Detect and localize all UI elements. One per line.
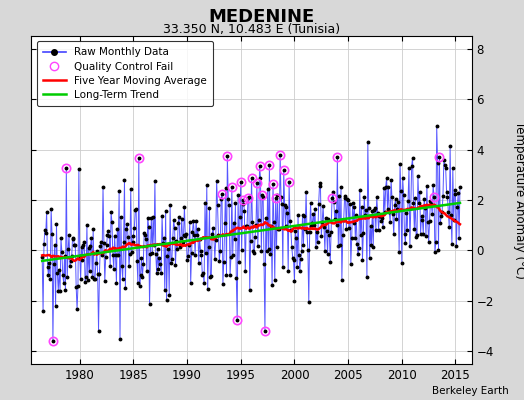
Legend: Raw Monthly Data, Quality Control Fail, Five Year Moving Average, Long-Term Tren: Raw Monthly Data, Quality Control Fail, … bbox=[37, 41, 213, 106]
Title: 33.350 N, 10.483 E (Tunisia): 33.350 N, 10.483 E (Tunisia) bbox=[163, 23, 340, 36]
Text: Berkeley Earth: Berkeley Earth bbox=[432, 386, 508, 396]
Text: MEDENINE: MEDENINE bbox=[209, 8, 315, 26]
Y-axis label: Temperature Anomaly (°C): Temperature Anomaly (°C) bbox=[514, 121, 524, 279]
